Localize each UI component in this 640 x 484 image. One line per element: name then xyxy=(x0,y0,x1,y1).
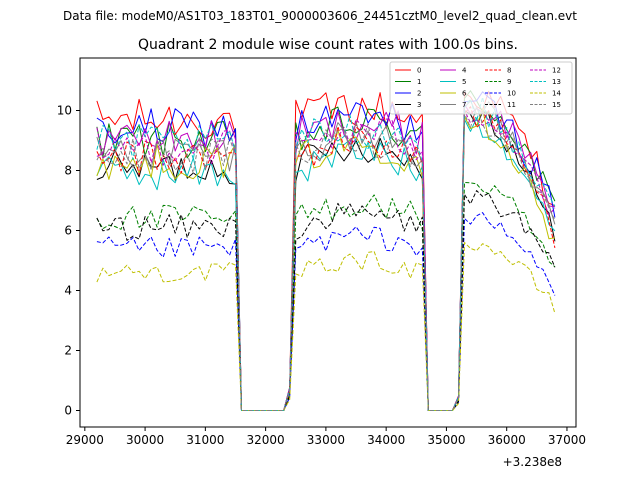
x-offset-label: +3.238e8 xyxy=(503,455,562,469)
x-tick-label: 35000 xyxy=(427,433,465,447)
chart-title: Quadrant 2 module wise count rates with … xyxy=(138,37,518,53)
legend-label-0: 0 xyxy=(417,67,421,75)
x-tick-label: 33000 xyxy=(307,433,345,447)
legend-label-15: 15 xyxy=(552,101,561,109)
y-tick-label: 0 xyxy=(64,404,72,418)
axes-layer: 29000 30000 31000 32000 33000 34000 35000 36000… xyxy=(57,57,586,447)
series-line-9 xyxy=(96,182,556,411)
series-line-8 xyxy=(96,106,556,411)
legend-label-14: 14 xyxy=(552,90,561,98)
legend-label-12: 12 xyxy=(552,67,561,75)
legend-label-5: 5 xyxy=(462,78,466,86)
y-tick-label: 4 xyxy=(64,284,72,298)
legend-box xyxy=(389,61,573,115)
legend-label-3: 3 xyxy=(417,101,421,109)
series-line-15 xyxy=(96,105,556,411)
y-tick-label: 10 xyxy=(57,104,72,118)
axes-frame xyxy=(79,57,577,428)
series-line-10 xyxy=(96,212,556,411)
x-tick-label: 31000 xyxy=(186,433,224,447)
series-layer xyxy=(96,90,556,411)
y-tick-label: 8 xyxy=(64,164,72,178)
legend-label-8: 8 xyxy=(507,67,511,75)
legend-label-6: 6 xyxy=(462,90,467,98)
legend-label-1: 1 xyxy=(417,78,421,86)
x-tick-label: 30000 xyxy=(126,433,164,447)
suptitle: Data file: modeM0/AS1T03_183T01_90000036… xyxy=(63,9,577,23)
series-line-12 xyxy=(96,110,556,411)
legend-label-10: 10 xyxy=(507,90,516,98)
y-tick-label: 6 xyxy=(64,224,72,238)
legend-label-2: 2 xyxy=(417,90,421,98)
x-tick-label: 32000 xyxy=(247,433,285,447)
x-tick-label: 36000 xyxy=(488,433,526,447)
x-tick-label: 37000 xyxy=(548,433,586,447)
x-tick-label: 34000 xyxy=(367,433,405,447)
y-tick-label: 2 xyxy=(64,344,72,358)
series-line-6 xyxy=(96,108,555,411)
legend-label-13: 13 xyxy=(552,78,561,86)
series-line-5 xyxy=(96,117,556,411)
legend-label-11: 11 xyxy=(507,101,516,109)
legend-label-9: 9 xyxy=(507,78,511,86)
x-tick-label: 29000 xyxy=(66,433,104,447)
series-line-14 xyxy=(96,242,556,411)
legend-label-7: 7 xyxy=(462,101,466,109)
series-line-11 xyxy=(96,190,556,411)
legend-label-4: 4 xyxy=(462,67,467,75)
